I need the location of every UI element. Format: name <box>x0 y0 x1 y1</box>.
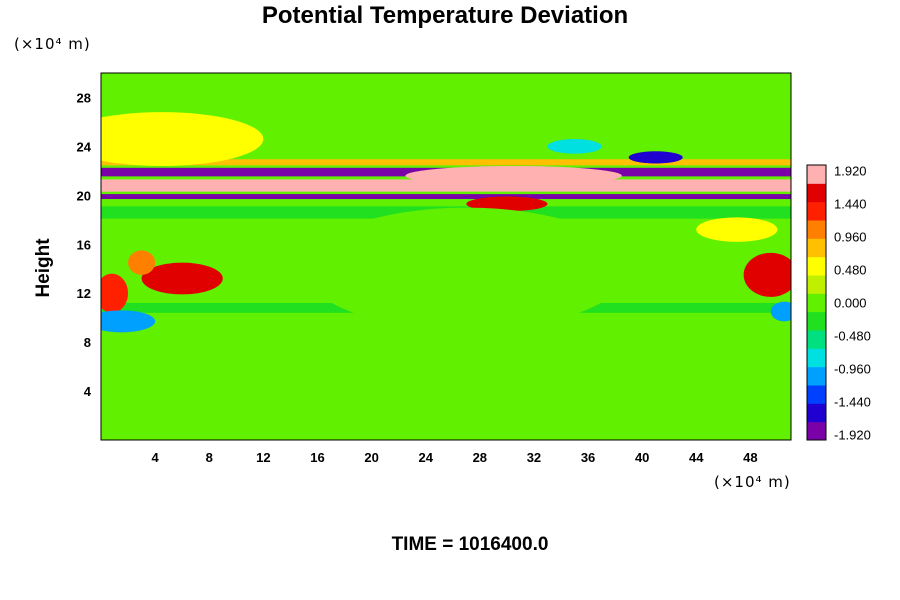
x-tick-label: 36 <box>581 450 595 465</box>
y-axis-unit: (×10⁴ m) <box>14 35 91 53</box>
colorbar-tick-label: -1.440 <box>834 395 871 410</box>
x-tick-label: 44 <box>689 450 704 465</box>
colorbar-swatch <box>807 293 826 313</box>
colorbar-frame <box>806 164 827 441</box>
y-tick-label: 12 <box>77 286 91 301</box>
field-band-3 <box>101 159 791 166</box>
colorbar-swatch <box>807 421 826 441</box>
colorbar-tick-label: -0.480 <box>834 329 871 344</box>
chart-title: Potential Temperature Deviation <box>262 2 628 29</box>
colorbar-swatch <box>807 183 826 203</box>
colorbar-tick-label: -0.960 <box>834 362 871 377</box>
plot-frame <box>100 72 792 441</box>
colorbar-swatch <box>807 165 826 184</box>
colorbar-swatch <box>807 256 826 276</box>
field-band-2 <box>101 194 791 200</box>
colorbar-swatch <box>807 403 826 423</box>
colorbar-tick-label: 0.000 <box>834 296 867 311</box>
x-tick-label: 48 <box>743 450 757 465</box>
colorbar-swatch <box>807 220 826 239</box>
colorbar-swatch <box>807 238 826 258</box>
y-tick-label: 20 <box>77 188 91 203</box>
field-blob-11 <box>141 262 223 295</box>
colorbar-swatch <box>807 330 826 349</box>
x-tick-label: 12 <box>256 450 270 465</box>
colorbar-swatch <box>807 348 826 368</box>
x-tick-label: 16 <box>310 450 324 465</box>
colorbar-tick-label: 1.920 <box>834 164 867 179</box>
field-blob-10 <box>628 151 683 164</box>
field-blob-17 <box>303 207 629 330</box>
x-tick-label: 8 <box>206 450 213 465</box>
x-tick-label: 4 <box>152 450 160 465</box>
field-blob-9 <box>547 139 602 154</box>
heatmap-field <box>101 73 791 440</box>
field-blob-13 <box>101 273 129 313</box>
y-tick-label: 28 <box>77 90 91 105</box>
colorbar-swatch <box>807 366 826 386</box>
colorbar-tick-label: 0.480 <box>834 263 867 278</box>
field-blob-8 <box>101 112 264 166</box>
x-tick-label: 24 <box>418 450 433 465</box>
colorbar-swatch <box>807 201 826 221</box>
x-tick-label: 40 <box>635 450 649 465</box>
field-blob-15 <box>743 252 791 297</box>
x-axis-ticks: 4 8 12 16 20 24 28 32 36 40 44 48 <box>152 450 758 465</box>
field-blob-18 <box>696 217 778 242</box>
y-tick-label: 24 <box>77 139 92 154</box>
x-axis-unit: (×10⁴ m) <box>714 473 791 491</box>
x-tick-label: 28 <box>473 450 487 465</box>
colorbar-tick-label: 0.960 <box>834 230 867 245</box>
colorbar-tick-label: 1.440 <box>834 197 867 212</box>
colorbar-tick-label: -1.920 <box>834 428 871 443</box>
y-tick-label: 4 <box>84 384 92 399</box>
time-label: TIME = 1016400.0 <box>392 534 549 555</box>
field-blob-14 <box>101 310 156 333</box>
y-axis-ticks: 4 8 12 16 20 24 28 <box>77 90 92 399</box>
field-blob-12 <box>128 250 156 275</box>
y-tick-label: 8 <box>84 335 91 350</box>
colorbar-swatch <box>807 311 826 331</box>
y-tick-label: 16 <box>77 237 91 252</box>
field-blob-16 <box>770 301 791 322</box>
field-band-0 <box>101 179 791 192</box>
field-blob-6 <box>405 165 622 186</box>
x-tick-label: 20 <box>364 450 378 465</box>
colorbar-swatch <box>807 275 826 294</box>
y-axis-label: Height <box>33 238 54 298</box>
colorbar: -1.920 -1.440 -0.960 -0.480 0.000 0.480 0.960 1… <box>806 164 871 443</box>
x-tick-label: 32 <box>527 450 541 465</box>
field-blob-7 <box>466 196 548 212</box>
colorbar-swatch <box>807 385 826 404</box>
